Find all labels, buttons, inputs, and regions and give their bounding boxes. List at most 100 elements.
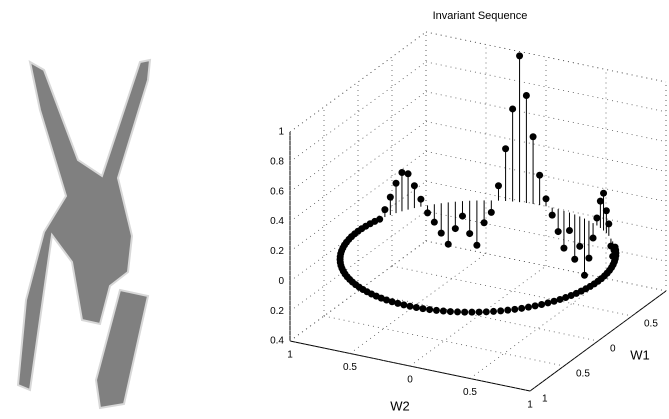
grid-line [425, 61, 667, 113]
grid-line [425, 210, 667, 262]
stem-marker [554, 228, 562, 236]
airplane-part [94, 288, 150, 410]
grid-line [289, 240, 427, 342]
stem-marker [597, 275, 605, 283]
z-tick-label: 0.2 [270, 306, 284, 317]
stem-marker [593, 214, 601, 222]
stem-marker [473, 241, 481, 249]
stem-marker [490, 307, 498, 315]
stem-marker [475, 308, 483, 316]
stem-marker [430, 218, 438, 226]
stem-marker [426, 306, 434, 314]
stem-marker [454, 308, 462, 316]
x-tick-label: 0 [407, 375, 413, 386]
stem-marker [494, 182, 502, 190]
y-tick-label: 1 [542, 394, 548, 405]
grid-line [323, 315, 565, 367]
grid-line [425, 121, 667, 172]
stem-marker [480, 219, 488, 227]
z-tick-label: 0.2 [270, 246, 284, 257]
z-tick-label: 0.6 [270, 186, 284, 197]
airplane-image [16, 58, 152, 410]
grid-line [425, 240, 667, 292]
grid-line [425, 91, 667, 143]
stem-marker [439, 307, 447, 315]
grid-line [289, 210, 427, 312]
stem-marker [398, 168, 406, 176]
stem-marker [406, 302, 414, 310]
stem-marker [446, 308, 454, 316]
stem-marker [518, 304, 526, 312]
stem-marker [511, 305, 519, 313]
stem-marker [585, 254, 593, 262]
grid-line [409, 265, 547, 367]
stem-marker [400, 301, 408, 309]
stem-marker [516, 52, 524, 60]
x-axis-label: W2 [390, 398, 410, 413]
stem-marker [548, 211, 556, 219]
stem-marker [468, 308, 476, 316]
grid-line [469, 278, 607, 379]
stem-marker [589, 234, 597, 242]
x-tick-label: 1 [287, 350, 293, 361]
stem-marker [550, 297, 558, 305]
grid-line [425, 151, 667, 202]
grid-line [289, 340, 531, 392]
stem-marker [580, 271, 588, 279]
stem-marker [542, 195, 550, 203]
stem-marker [383, 296, 391, 304]
y-tick-label: 0 [610, 344, 616, 355]
grid-line [289, 121, 427, 222]
stem-marker [410, 182, 418, 190]
x-tick-label: 0.5 [463, 387, 477, 398]
stem-marker [596, 197, 604, 205]
stem-marker [394, 299, 402, 307]
stem-marker [544, 299, 552, 307]
stem-marker [458, 212, 466, 220]
x-tick-label: 0.5 [343, 362, 357, 373]
z-tick-label: 0.4 [270, 216, 284, 227]
chart-title: Invariant Sequence [433, 10, 528, 22]
z-tick-label: 0.8 [270, 156, 284, 167]
grid-line [289, 151, 427, 252]
stem-marker [386, 193, 394, 201]
grid-line [529, 290, 667, 392]
z-tick-label: 1 [278, 127, 284, 138]
z-tick-label: 0.4 [270, 336, 284, 347]
stem-marker [376, 215, 384, 223]
y-tick-label: 0.5 [576, 369, 590, 380]
stem-marker [466, 230, 474, 238]
stem-marker [571, 255, 579, 263]
stem-marker [404, 170, 412, 178]
stem-marker [451, 225, 459, 233]
stem-marker [388, 298, 396, 306]
y-axis-label: W1 [630, 347, 650, 362]
stem-marker [529, 133, 537, 141]
stem-marker [538, 300, 546, 308]
stem-marker [522, 92, 530, 100]
stem-marker [509, 105, 517, 113]
grid-line [349, 253, 487, 354]
stem-marker [524, 303, 532, 311]
stem-marker [497, 307, 505, 315]
stem-marker [600, 189, 608, 197]
stem-marker [504, 306, 512, 314]
stem-marker [432, 306, 440, 314]
stem-marker [536, 171, 544, 179]
grid-line [425, 31, 667, 83]
stem-marker [444, 240, 452, 248]
stem-marker [487, 208, 495, 216]
stem-marker [502, 145, 510, 153]
stem-marker [412, 304, 420, 312]
stem-marker [560, 244, 568, 252]
grid-line [289, 31, 427, 133]
grid-line [289, 61, 427, 163]
y-tick-label: 0.5 [644, 319, 658, 330]
grid-line [357, 290, 599, 342]
grid-line [289, 91, 427, 193]
stem-marker [461, 308, 469, 316]
stem-marker [482, 308, 490, 316]
stem-marker [602, 207, 610, 215]
stem-marker [565, 226, 573, 234]
